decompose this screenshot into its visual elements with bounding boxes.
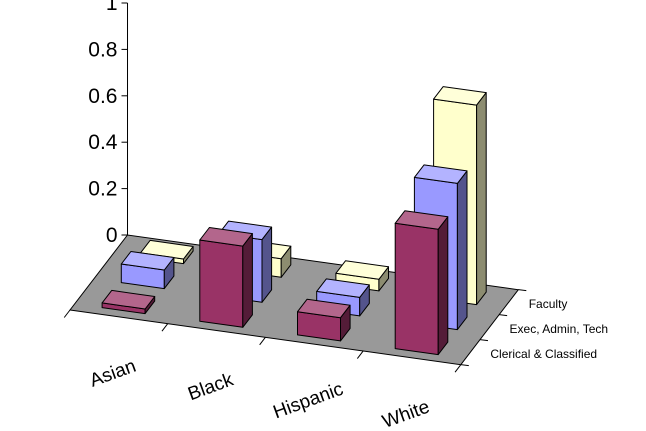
category-tick-mark — [259, 337, 266, 346]
category-tick-mark — [356, 350, 364, 359]
series-tick-mark — [479, 339, 489, 342]
bar-clerical-classified-white — [394, 210, 449, 356]
series-axis-label: Exec, Admin, Tech — [510, 322, 609, 336]
bar-top-face — [413, 164, 468, 184]
series-tick-mark — [499, 314, 508, 317]
bar-clerical-classified-black — [199, 227, 253, 328]
bar-top-face — [433, 86, 487, 106]
value-tick-label: 0.2 — [88, 178, 117, 201]
bar-side-face — [476, 92, 487, 306]
bar-clerical-classified-asian — [101, 289, 156, 315]
bar-side-face — [437, 216, 449, 356]
bar-top-face — [101, 289, 156, 310]
bar-front-face — [199, 239, 244, 328]
chart-axes-layer — [63, 2, 527, 373]
series-axis-label: Clerical & Classified — [490, 347, 597, 361]
series-axis-label: Faculty — [529, 297, 568, 311]
bar-top-face — [199, 227, 253, 247]
category-tick-mark — [161, 323, 169, 332]
category-tick-label: Black — [185, 369, 236, 405]
bar-top-face — [394, 210, 449, 230]
category-tick-mark — [454, 364, 462, 373]
value-tick-label: 0.8 — [88, 38, 117, 61]
category-tick-mark — [63, 309, 71, 318]
chart-bars-layer — [101, 86, 487, 356]
bar-top-face — [316, 278, 370, 298]
bar-clerical-classified-hispanic — [297, 298, 351, 342]
value-tick-label: 0 — [106, 224, 118, 247]
series-tick-mark — [518, 289, 527, 292]
value-tick-label: 1 — [106, 0, 118, 15]
category-tick-label: Hispanic — [271, 379, 347, 424]
series-tick-mark — [460, 364, 469, 367]
value-tick-label: 0.4 — [88, 131, 118, 154]
category-tick-label: White — [380, 397, 433, 431]
bar-front-face — [394, 222, 439, 356]
chart-labels-layer: 0 0.2 0.4 0.6 0.8 1 Asian Black Hispanic White Cle… — [87, 0, 608, 431]
bar-side-face — [456, 170, 468, 331]
bar-top-face — [335, 260, 389, 280]
value-tick-label: 0.6 — [88, 85, 117, 108]
bar-top-face — [297, 298, 351, 319]
category-tick-label: Asian — [87, 356, 139, 392]
bar-exec-admin-tech-asian — [120, 251, 175, 290]
bar-side-face — [242, 233, 253, 328]
bar-top-face — [120, 251, 175, 271]
